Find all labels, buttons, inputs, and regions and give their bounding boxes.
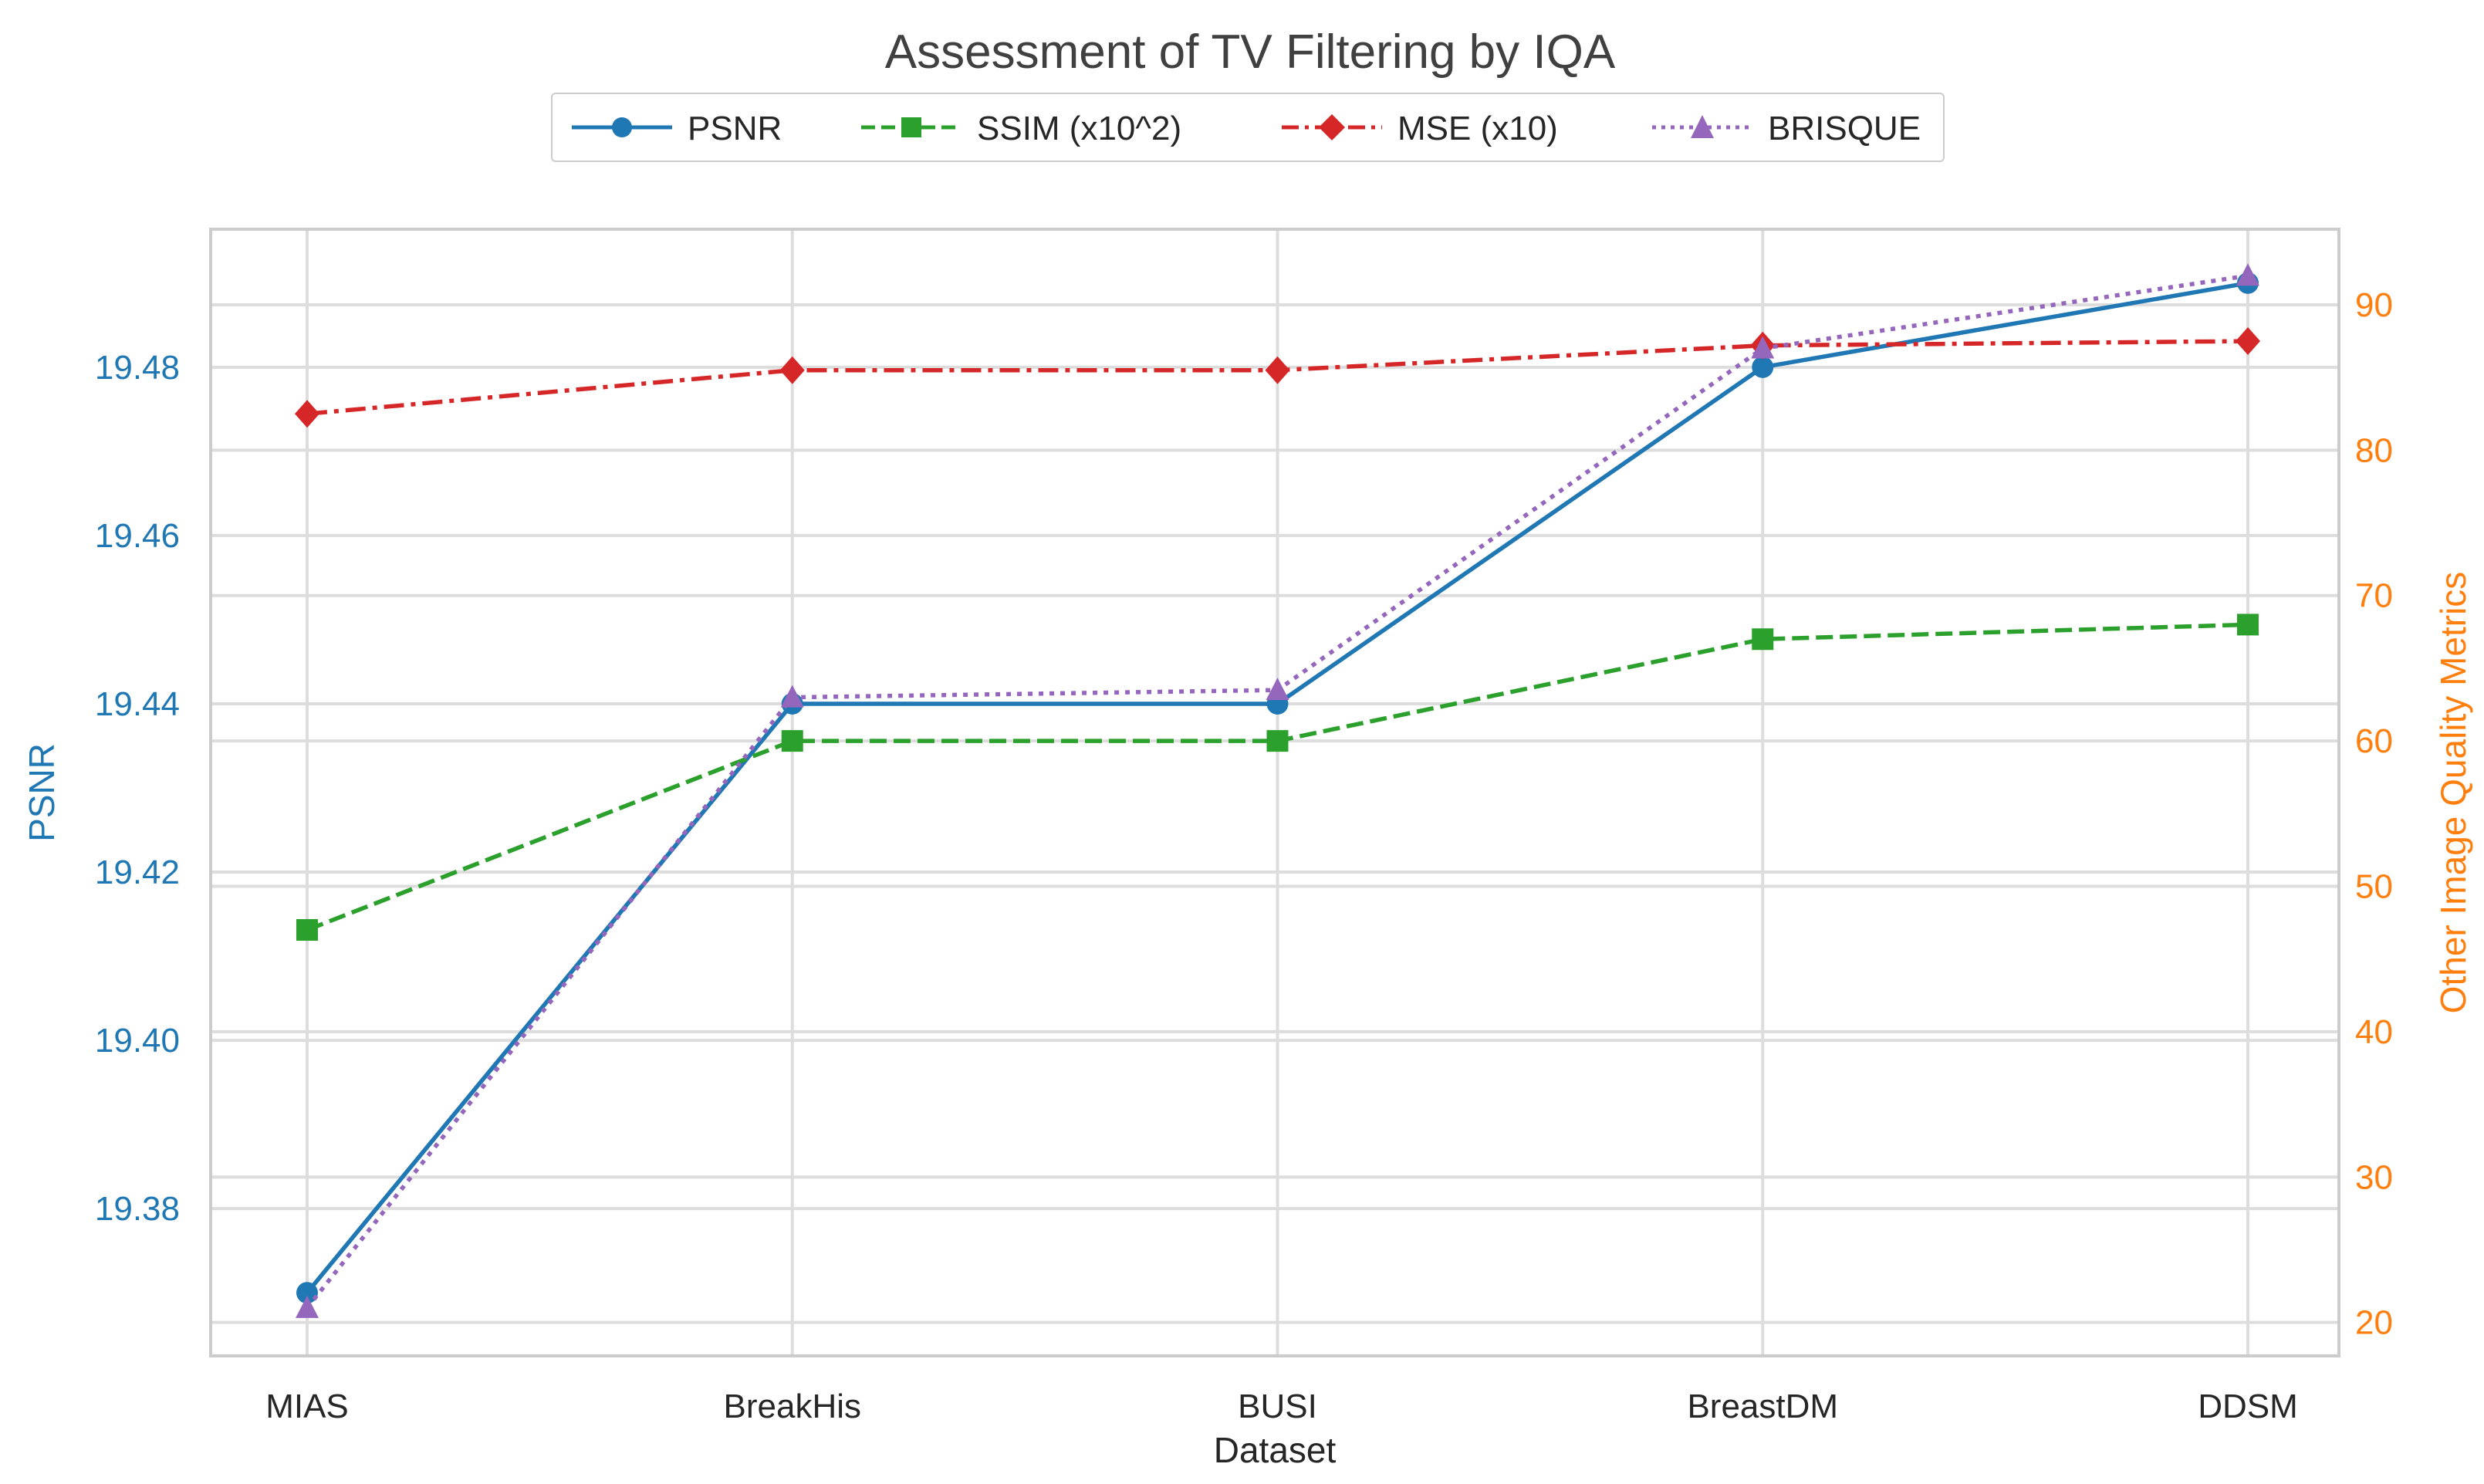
y-tick-label-right: 70 bbox=[2355, 577, 2393, 615]
legend-label-psnr: PSNR bbox=[688, 110, 782, 147]
marker-ssim-x10-2 bbox=[2237, 614, 2259, 636]
y-tick-label-left: 19.48 bbox=[95, 349, 180, 387]
marker-brisque bbox=[780, 685, 804, 708]
marker-brisque bbox=[296, 1295, 319, 1318]
y-tick-label-left: 19.40 bbox=[95, 1022, 180, 1060]
y-tick-label-right: 80 bbox=[2355, 431, 2393, 469]
x-tick-label: BUSI bbox=[1238, 1388, 1317, 1425]
marker-ssim-x10-2 bbox=[1752, 628, 1774, 651]
y-tick-label-right: 60 bbox=[2355, 722, 2393, 760]
legend-label-ssim: SSIM (x10^2) bbox=[977, 110, 1182, 147]
axis-labels: MIAS BreakHis BUSI BreastDM DDSM 19.38 19.40 19… bbox=[95, 286, 2393, 1425]
y-tick-label-right: 20 bbox=[2355, 1304, 2393, 1342]
y-tick-label-right: 30 bbox=[2355, 1158, 2393, 1196]
marker-mse-x10 bbox=[779, 356, 805, 384]
marker-mse-x10 bbox=[2236, 327, 2260, 356]
legend-swatch-brisque bbox=[1652, 115, 1752, 138]
grid-lines bbox=[211, 229, 2339, 1356]
marker-ssim-x10-2 bbox=[296, 919, 318, 941]
x-axis-label: Dataset bbox=[1214, 1430, 1337, 1470]
marker-ssim-x10-2 bbox=[1266, 730, 1289, 752]
marker-brisque bbox=[1751, 336, 1775, 359]
x-tick-label: DDSM bbox=[2198, 1388, 2298, 1425]
legend-swatch-ssim bbox=[861, 117, 961, 137]
marker-ssim-x10-2 bbox=[781, 730, 803, 752]
x-tick-label: MIAS bbox=[265, 1388, 349, 1425]
y-tick-label-right: 50 bbox=[2355, 868, 2393, 906]
y-tick-label-right: 90 bbox=[2355, 286, 2393, 324]
series-layer bbox=[295, 263, 2260, 1318]
y-tick-label-left: 19.38 bbox=[95, 1190, 180, 1228]
legend-label-mse: MSE (x10) bbox=[1397, 110, 1558, 147]
y-tick-label-right: 40 bbox=[2355, 1013, 2393, 1051]
y-axis-label-left: PSNR bbox=[22, 743, 62, 842]
y-axis-label-right: Other Image Quality Metrics bbox=[2433, 572, 2473, 1014]
legend: PSNR SSIM (x10^2) MSE (x10) BRISQUE bbox=[551, 93, 1945, 162]
chart-title: Assessment of TV Filtering by IQA bbox=[885, 25, 1616, 79]
marker-mse-x10 bbox=[295, 400, 319, 428]
y-tick-label-left: 19.44 bbox=[95, 685, 180, 723]
y-tick-label-left: 19.46 bbox=[95, 517, 180, 555]
y-tick-label-left: 19.42 bbox=[95, 854, 180, 891]
marker-psnr bbox=[1752, 356, 1774, 378]
marker-brisque bbox=[2236, 263, 2259, 286]
marker-brisque bbox=[1266, 678, 1289, 701]
x-tick-label: BreakHis bbox=[724, 1388, 862, 1425]
x-tick-label: BreastDM bbox=[1687, 1388, 1838, 1425]
legend-swatch-mse bbox=[1282, 114, 1382, 140]
legend-swatch-psnr bbox=[572, 117, 672, 137]
legend-label-brisque: BRISQUE bbox=[1768, 110, 1921, 147]
plot-frame bbox=[209, 228, 2340, 1357]
marker-mse-x10 bbox=[1265, 356, 1290, 384]
